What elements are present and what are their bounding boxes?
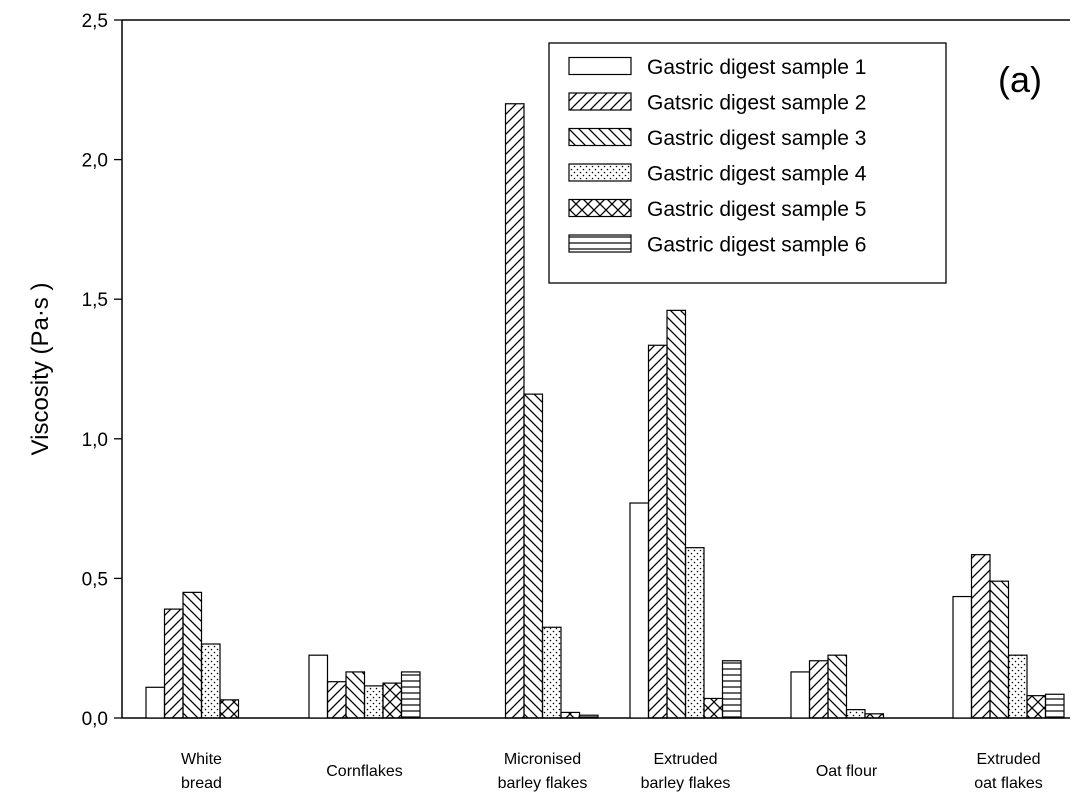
y-tick-label: 1,0 xyxy=(82,430,108,451)
bar xyxy=(721,660,742,719)
bar xyxy=(1007,654,1028,719)
bar xyxy=(684,547,705,719)
y-axis-label: Viscosity (Pa·s ) xyxy=(27,283,54,456)
bar xyxy=(308,654,329,719)
category-label: oat flakes xyxy=(974,775,1042,792)
legend-label: Gastric digest sample 1 xyxy=(647,56,866,79)
legend-swatch xyxy=(568,127,632,147)
bar xyxy=(504,103,525,719)
category-label: barley flakes xyxy=(498,775,588,792)
category-labels: White bread Cornflakes Micronised barley fla… xyxy=(181,751,1043,792)
legend-label: Gastric digest sample 6 xyxy=(647,234,866,257)
bar xyxy=(200,643,221,719)
legend-label: Gastric digest sample 4 xyxy=(647,163,867,186)
y-ticks: 0,0 0,5 1,0 1,5 2,0 2,5 xyxy=(82,11,122,730)
y-tick-label: 2,5 xyxy=(82,11,108,32)
category-label: White xyxy=(181,751,222,768)
category-label: Micronised xyxy=(504,751,581,768)
y-tick-label: 2,0 xyxy=(82,151,108,172)
y-tick-label: 0,0 xyxy=(82,709,108,730)
category-label: Extruded xyxy=(976,751,1040,768)
bar xyxy=(578,714,599,719)
bar xyxy=(952,595,973,719)
bar xyxy=(560,711,581,719)
bar xyxy=(629,502,650,719)
bar xyxy=(845,709,866,719)
bar xyxy=(666,309,687,719)
bar xyxy=(989,580,1010,719)
legend-label: Gatsric digest sample 2 xyxy=(647,92,866,115)
category-label: bread xyxy=(181,775,222,792)
bar xyxy=(647,344,668,719)
bar xyxy=(703,697,724,719)
bar xyxy=(145,686,166,719)
bar xyxy=(523,393,544,719)
bar xyxy=(1026,695,1047,719)
category-label: Oat flour xyxy=(816,763,878,780)
legend-label: Gastric digest sample 3 xyxy=(647,127,866,150)
bar xyxy=(182,591,203,719)
bar xyxy=(382,682,403,719)
bar xyxy=(808,660,829,719)
bar xyxy=(1044,693,1065,719)
legend-swatch xyxy=(568,234,632,253)
legend-swatch xyxy=(568,56,632,76)
category-label: Extruded xyxy=(653,751,717,768)
bar xyxy=(970,554,991,719)
bars xyxy=(145,103,1065,719)
legend-swatch xyxy=(568,198,632,218)
bar xyxy=(790,671,811,719)
legend: Gastric digest sample 1 Gatsric digest sa… xyxy=(548,42,947,284)
bar xyxy=(827,654,848,719)
bar xyxy=(345,671,366,719)
legend-swatch xyxy=(568,92,632,111)
legend-swatch xyxy=(568,163,632,182)
category-label: Cornflakes xyxy=(326,763,402,780)
bar xyxy=(163,608,184,719)
bar xyxy=(400,671,421,719)
bar xyxy=(326,681,347,719)
bar xyxy=(864,713,885,719)
bar xyxy=(219,699,240,719)
bar xyxy=(363,685,384,719)
category-label: barley flakes xyxy=(641,775,731,792)
legend-label: Gastric digest sample 5 xyxy=(647,198,866,221)
bar xyxy=(541,626,562,719)
y-tick-label: 0,5 xyxy=(82,569,108,590)
panel-label: (a) xyxy=(998,59,1042,100)
y-tick-label: 1,5 xyxy=(82,290,108,311)
